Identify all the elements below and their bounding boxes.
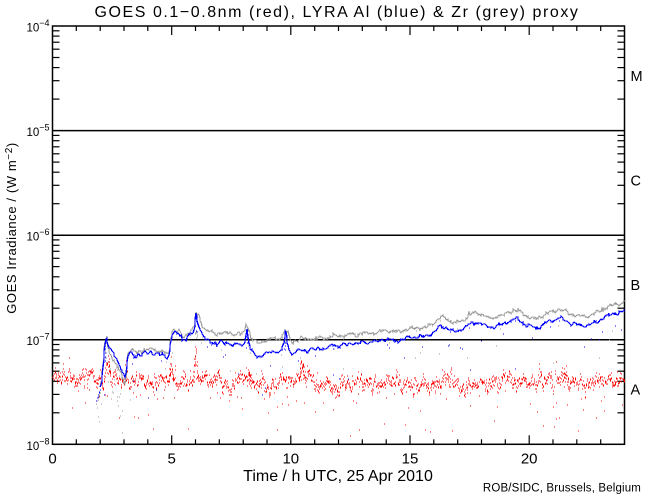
- svg-text:GOES 0.1−0.8nm (red), LYRA Al: GOES 0.1−0.8nm (red), LYRA Al (blue) & Z…: [95, 4, 580, 21]
- svg-text:GOES Irradiance / (W m−2): GOES Irradiance / (W m−2): [4, 142, 19, 314]
- svg-text:M: M: [631, 69, 643, 85]
- svg-text:ROB/SIDC, Brussels, Belgium: ROB/SIDC, Brussels, Belgium: [483, 483, 641, 495]
- svg-text:15: 15: [402, 451, 419, 468]
- svg-text:C: C: [631, 173, 641, 189]
- svg-text:10: 10: [282, 451, 299, 468]
- svg-text:B: B: [631, 278, 641, 294]
- svg-text:20: 20: [521, 451, 538, 468]
- svg-text:A: A: [631, 383, 641, 399]
- svg-text:Time / h UTC, 25 Apr 2010: Time / h UTC, 25 Apr 2010: [243, 468, 433, 485]
- svg-text:0: 0: [48, 451, 56, 468]
- svg-text:5: 5: [168, 451, 176, 468]
